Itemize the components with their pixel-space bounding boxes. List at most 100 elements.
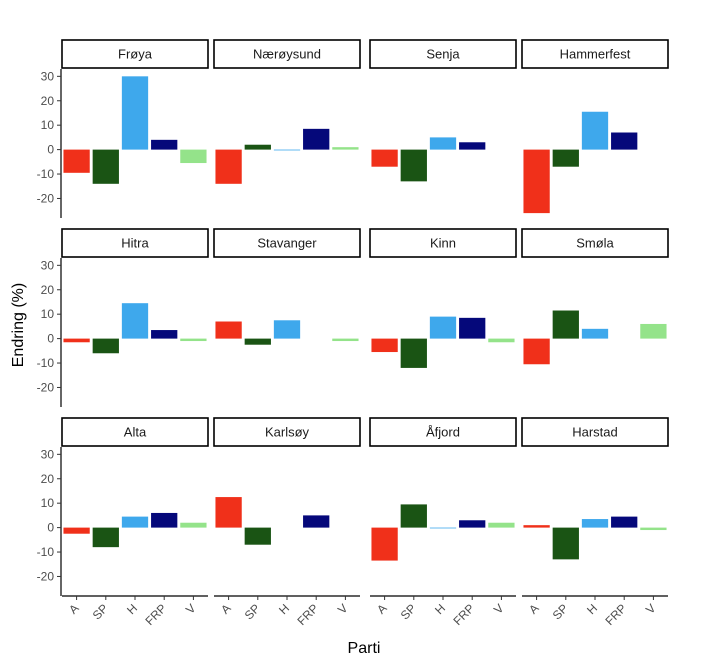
- bar-v: [332, 147, 359, 150]
- bar-frp: [151, 330, 178, 339]
- bar-sp: [400, 149, 427, 182]
- panel-strip: [521, 39, 669, 69]
- bar-sp: [244, 338, 271, 345]
- panel-harstad: Harstad A SP H FRP V: [521, 417, 669, 628]
- panel-strip: [213, 39, 361, 69]
- bar-frp: [303, 515, 330, 528]
- x-tick-label: H: [432, 601, 448, 617]
- bar-a: [523, 338, 550, 365]
- bar-h: [581, 328, 609, 339]
- y-tick-label: 10: [41, 307, 55, 321]
- bar-sp: [552, 527, 579, 560]
- bar-sp: [92, 149, 119, 184]
- bar-h: [121, 303, 149, 339]
- bar-v: [640, 323, 667, 339]
- chart-panels: Frøya -20 -10 0 10 20 30 Nærøysund Senja Hammerfe…: [37, 39, 669, 628]
- panel-strip: [213, 417, 361, 447]
- x-tick-label: H: [124, 601, 140, 617]
- x-tick-label: V: [183, 601, 199, 617]
- x-tick-label: FRP: [294, 601, 321, 628]
- y-tick-label: 20: [41, 94, 55, 108]
- bar-h: [273, 320, 301, 339]
- x-tick-label: SP: [90, 601, 111, 622]
- panel-hammerfest: Hammerfest: [521, 39, 669, 214]
- panel-strip: [61, 39, 209, 69]
- x-tick-label: FRP: [142, 601, 169, 628]
- bar-sp: [92, 527, 119, 548]
- bar-sp: [552, 310, 579, 339]
- bar-frp: [151, 139, 178, 150]
- bar-h: [581, 519, 609, 528]
- bar-frp: [611, 132, 638, 150]
- y-tick-label: 0: [47, 332, 54, 346]
- bar-sp: [244, 144, 271, 150]
- y-tick-label: -20: [37, 380, 55, 394]
- bar-frp: [459, 520, 486, 528]
- bar-v: [488, 522, 515, 528]
- panel-strip: [61, 228, 209, 258]
- y-tick-label: 20: [41, 283, 55, 297]
- bar-a: [371, 527, 398, 561]
- bar-h: [581, 111, 609, 150]
- panel-åfjord: Åfjord A SP H FRP V: [369, 417, 517, 628]
- x-tick-label: SP: [398, 601, 419, 622]
- bar-v: [332, 338, 359, 342]
- panel-strip: [61, 417, 209, 447]
- panel-title: Frøya: [118, 47, 153, 62]
- x-tick-label: SP: [550, 601, 571, 622]
- panel-strip: [521, 228, 669, 258]
- y-tick-label: 10: [41, 496, 55, 510]
- bar-h: [121, 516, 149, 528]
- panel-title: Åfjord: [426, 425, 460, 440]
- bar-sp: [400, 338, 427, 368]
- panel-alta: Alta -20 -10 0 10 20 30 A SP H FRP V: [37, 417, 209, 628]
- panel-title: Kinn: [430, 236, 456, 251]
- panel-title: Hammerfest: [560, 47, 631, 62]
- y-tick-label: -20: [37, 191, 55, 205]
- x-tick-label: A: [218, 601, 234, 617]
- bar-frp: [611, 516, 638, 528]
- bar-h: [429, 316, 457, 339]
- bar-sp: [400, 504, 427, 528]
- y-tick-label: -10: [37, 167, 55, 181]
- x-tick-label: H: [276, 601, 292, 617]
- y-tick-label: -20: [37, 569, 55, 583]
- panel-title: Smøla: [576, 236, 614, 251]
- x-tick-label: A: [374, 601, 390, 617]
- x-tick-label: A: [66, 601, 82, 617]
- y-tick-label: 0: [47, 143, 54, 157]
- y-tick-label: 0: [47, 521, 54, 535]
- bar-a: [523, 149, 550, 214]
- bar-v: [180, 149, 207, 164]
- bar-frp: [459, 317, 486, 339]
- y-tick-label: -10: [37, 356, 55, 370]
- x-tick-label: V: [335, 601, 351, 617]
- bar-a: [215, 149, 242, 184]
- x-axis-title: Parti: [348, 640, 381, 657]
- panel-frøya: Frøya -20 -10 0 10 20 30: [37, 39, 209, 218]
- panel-title: Stavanger: [257, 236, 317, 251]
- x-tick-label: H: [584, 601, 600, 617]
- y-tick-label: 30: [41, 447, 55, 461]
- panel-karlsøy: Karlsøy A SP H FRP V: [213, 417, 361, 628]
- panel-strip: [369, 417, 517, 447]
- x-tick-label: FRP: [602, 601, 629, 628]
- x-tick-label: V: [491, 601, 507, 617]
- panel-strip: [369, 228, 517, 258]
- y-tick-label: 30: [41, 69, 55, 83]
- y-tick-label: 10: [41, 118, 55, 132]
- panel-title: Senja: [426, 47, 460, 62]
- bar-sp: [92, 338, 119, 354]
- panel-kinn: Kinn: [369, 228, 517, 368]
- bar-h: [429, 137, 457, 150]
- bar-v: [180, 522, 207, 528]
- x-tick-label: A: [526, 601, 542, 617]
- bar-a: [63, 338, 90, 343]
- bar-a: [371, 149, 398, 167]
- panel-title: Karlsøy: [265, 425, 310, 440]
- bar-h: [429, 527, 457, 529]
- y-tick-label: 30: [41, 258, 55, 272]
- bar-a: [523, 525, 550, 528]
- panel-title: Nærøysund: [253, 47, 321, 62]
